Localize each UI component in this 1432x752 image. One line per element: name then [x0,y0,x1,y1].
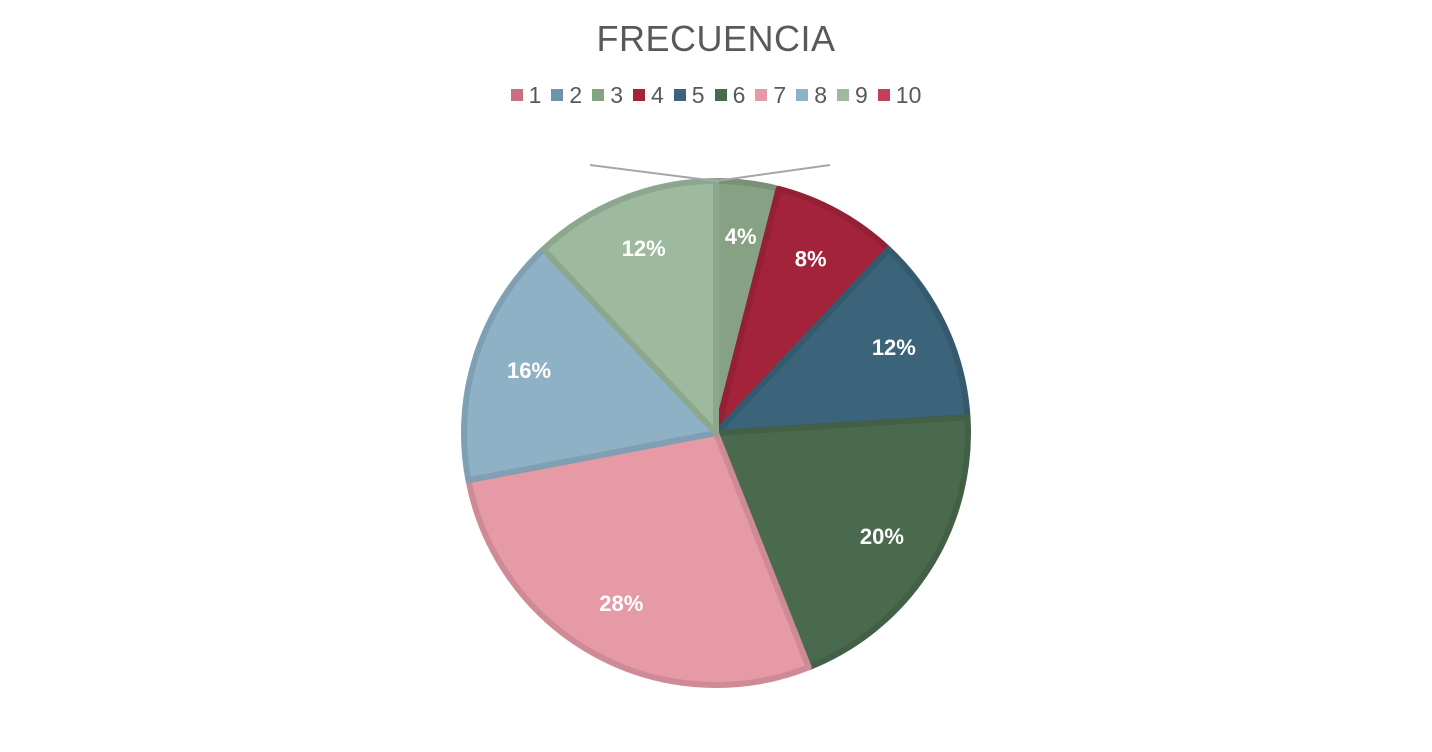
legend-label: 3 [610,82,623,108]
legend-label: 8 [814,82,827,108]
data-label-5: 12% [872,335,916,360]
pie-slice-9 [540,178,719,436]
legend-swatch [836,89,849,101]
data-label-4: 8% [795,247,827,272]
legend-swatch [510,89,523,101]
data-label-6: 20% [860,524,904,549]
legend-label: 9 [854,82,868,108]
data-label-7: 28% [599,591,643,616]
legend-label: 6 [732,82,746,108]
legend-swatch [714,89,727,101]
chart-title: FRECUENCIA [596,18,836,59]
legend-swatch [551,89,564,101]
legend-label: 4 [651,82,664,108]
data-label-3: 4% [725,224,757,249]
leader-line-left [589,164,717,182]
legend-item-10: 10 [877,82,922,108]
pie-slice-5 [713,246,971,436]
legend-swatch [633,89,645,101]
legend-item-4: 4 [633,82,664,108]
legend-item-3: 3 [592,82,623,108]
pie-slice-7 [465,430,812,688]
legend-item-6: 6 [714,82,746,108]
pie-slice-4 [713,185,892,436]
legend-label: 5 [691,82,705,108]
legend-label: 7 [773,82,787,108]
legend-item-7: 7 [755,82,786,108]
legend-item-9: 9 [836,82,868,108]
legend-label: 1 [528,82,542,108]
legend-swatch [796,89,809,101]
legend-swatch [673,89,686,101]
data-label-8: 16% [507,358,551,383]
legend-item-2: 2 [551,82,582,108]
legend-label: 10 [895,82,922,108]
chart-legend: 1 2 3 4 5 6 7 8 9 10 [0,82,1432,108]
leader-line-right [715,164,831,182]
legend-swatch [755,89,768,101]
pie-slice-8 [461,246,719,484]
legend-item-5: 5 [673,82,705,108]
legend-swatch [877,89,890,101]
legend-swatch [592,89,605,101]
pie-slice-6 [713,414,971,671]
data-label-9: 12% [622,236,666,261]
legend-item-1: 1 [510,82,542,108]
legend-item-8: 8 [796,82,827,108]
legend-label: 2 [569,82,583,108]
